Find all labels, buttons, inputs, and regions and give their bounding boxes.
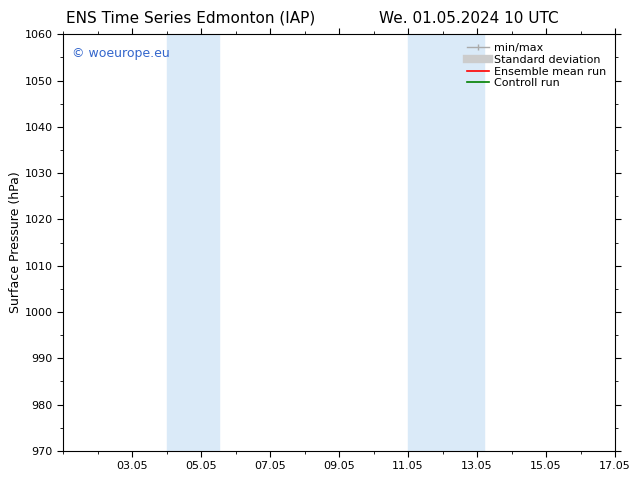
Bar [167, 34, 219, 451]
Text: ENS Time Series Edmonton (IAP): ENS Time Series Edmonton (IAP) [65, 11, 315, 26]
Legend: min/max, Standard deviation, Ensemble mean run, Controll run: min/max, Standard deviation, Ensemble me… [464, 40, 609, 92]
Y-axis label: Surface Pressure (hPa): Surface Pressure (hPa) [9, 172, 22, 314]
Bar [408, 34, 484, 451]
Text: We. 01.05.2024 10 UTC: We. 01.05.2024 10 UTC [379, 11, 559, 26]
Text: © woeurope.eu: © woeurope.eu [72, 47, 169, 60]
